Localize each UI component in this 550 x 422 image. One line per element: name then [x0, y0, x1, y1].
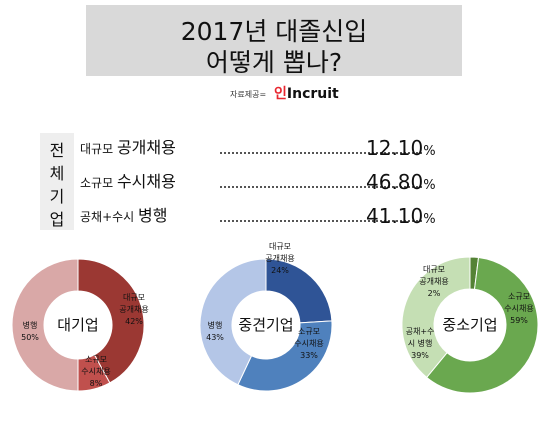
- logo-mark: 인: [274, 86, 287, 102]
- row-value: 46.80%: [366, 170, 436, 194]
- value-unit: %: [423, 212, 436, 227]
- value-number: 12.10: [366, 136, 424, 160]
- donut-center-label: 대기업: [57, 316, 98, 334]
- row-label: 대규모 공개채용: [80, 134, 176, 158]
- dotted-leader: [220, 186, 422, 188]
- overall-row: 소규모 수시채용 46.80%: [80, 170, 460, 194]
- side-char: 업: [49, 210, 65, 229]
- slice-data-label: 소규모 수시채용 33%: [294, 327, 323, 360]
- dotted-leader: [220, 152, 422, 154]
- row-main: 병행: [138, 206, 168, 225]
- slice-data-label: 공채+수 시 병행 39%: [406, 326, 435, 360]
- source-label: 자료제공=: [230, 90, 267, 99]
- value-number: 41.10: [366, 204, 424, 228]
- logo-text: Incruit: [286, 86, 339, 102]
- value-unit: %: [423, 178, 436, 193]
- slice-data-label: 소규모 수시채용 59%: [504, 292, 533, 325]
- slice-data-label: 소규모 수시채용 8%: [81, 355, 110, 388]
- value-unit: %: [423, 144, 436, 159]
- donut-center-label: 중소기업: [442, 316, 497, 334]
- slice-data-label: 병행 50%: [21, 320, 39, 342]
- row-label: 공채+수시 병행: [80, 202, 167, 226]
- slice-data-label: 대규모 공개채용 42%: [119, 293, 148, 326]
- donut-hole: [232, 291, 300, 359]
- overall-row: 대규모 공개채용 12.10%: [80, 136, 460, 160]
- row-value: 12.10%: [366, 136, 436, 160]
- incruit-logo: 인Incruit: [274, 83, 339, 103]
- dotted-leader: [220, 220, 422, 222]
- value-number: 46.80: [366, 170, 424, 194]
- side-char: 전: [49, 141, 65, 160]
- title-line-1: 2017년 대졸신입: [180, 17, 368, 46]
- slice-data-label: 대규모 공개채용 2%: [419, 265, 448, 298]
- side-char: 체: [49, 164, 65, 183]
- slice-data-label: 병행 43%: [206, 320, 224, 342]
- slice-data-label: 대규모 공개채용 24%: [265, 242, 294, 275]
- side-char: 기: [49, 187, 65, 206]
- row-prefix: 공채+수시: [80, 210, 139, 224]
- row-prefix: 대규모: [80, 142, 117, 156]
- row-label: 소규모 수시채용: [80, 168, 176, 192]
- title-line-2: 어떻게 뽑나?: [205, 48, 343, 77]
- donut-hole: [434, 289, 506, 361]
- donut-center-label: 중견기업: [238, 316, 293, 334]
- overall-side-label: 전 체 기 업: [40, 133, 74, 230]
- row-value: 41.10%: [366, 204, 436, 228]
- donut-slice: [237, 320, 333, 392]
- row-main: 공개채용: [116, 138, 176, 157]
- overall-row: 공채+수시 병행 41.10%: [80, 204, 460, 228]
- row-prefix: 소규모: [80, 176, 117, 190]
- donut-hole: [44, 291, 112, 359]
- row-main: 수시채용: [116, 172, 176, 191]
- title-banner: 2017년 대졸신입 어떻게 뽑나?: [86, 5, 462, 77]
